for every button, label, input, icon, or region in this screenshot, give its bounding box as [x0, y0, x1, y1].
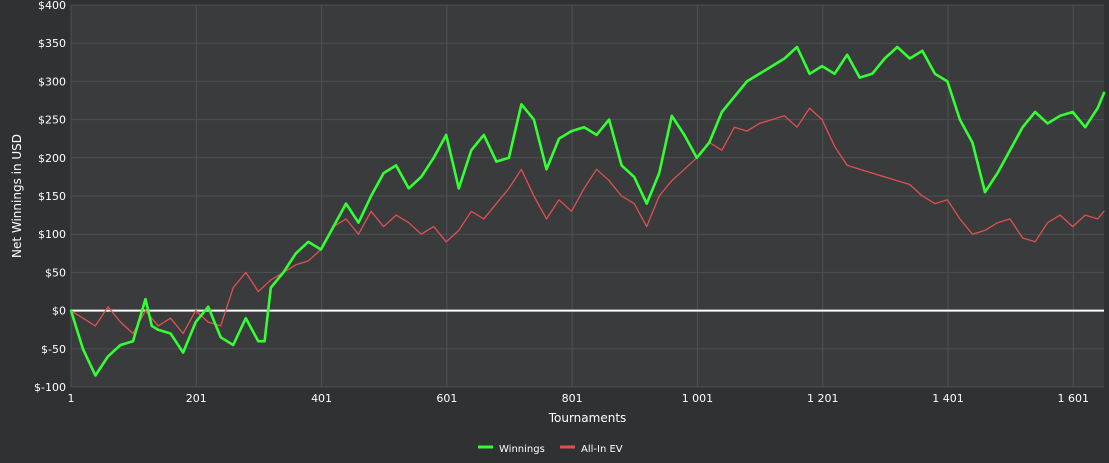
series-all-in-ev — [70, 107, 1105, 335]
y-tick-label: $-100 — [34, 381, 66, 394]
x-tick-label: 1 601 — [1058, 392, 1090, 405]
y-tick-label: $100 — [38, 228, 66, 241]
y-tick-label: $250 — [38, 114, 66, 127]
y-tick-label: $0 — [52, 305, 66, 318]
grid — [70, 4, 1104, 388]
y-tick-label: $50 — [45, 266, 66, 279]
legend-label: All-In EV — [581, 444, 623, 455]
x-tick-label: 1 401 — [932, 392, 964, 405]
x-tick-label: 401 — [311, 392, 332, 405]
y-tick-label: $350 — [38, 37, 66, 50]
y-axis-label: Net Winnings in USD — [10, 134, 24, 258]
series-line — [69, 45, 1106, 377]
y-tick-label: $400 — [38, 0, 66, 12]
legend-item: Winnings — [478, 444, 545, 455]
series-group — [69, 45, 1106, 377]
y-axis-ticks: $-100 $-50 $0 $50 $100 $150 $200 $250 $300 $350 $4… — [34, 0, 66, 394]
x-tick-label: 1 201 — [807, 392, 839, 405]
y-tick-label: $-50 — [41, 343, 66, 356]
y-tick-label: $200 — [38, 152, 66, 165]
x-axis-label: Tournaments — [548, 411, 627, 425]
y-tick-label: $300 — [38, 75, 66, 88]
x-axis-ticks: 1 201 401 601 801 1 001 1 201 1 401 1 601 — [68, 392, 1090, 405]
x-tick-label: 601 — [436, 392, 457, 405]
x-tick-label: 1 001 — [682, 392, 714, 405]
legend: Winnings All-In EV — [478, 444, 623, 455]
legend-label: Winnings — [499, 444, 545, 455]
legend-item: All-In EV — [560, 444, 623, 455]
series-winnings — [69, 45, 1106, 377]
x-tick-label: 801 — [562, 392, 583, 405]
x-tick-label: 1 — [68, 392, 75, 405]
series-line — [70, 107, 1105, 335]
x-tick-label: 201 — [186, 392, 207, 405]
y-tick-label: $150 — [38, 190, 66, 203]
